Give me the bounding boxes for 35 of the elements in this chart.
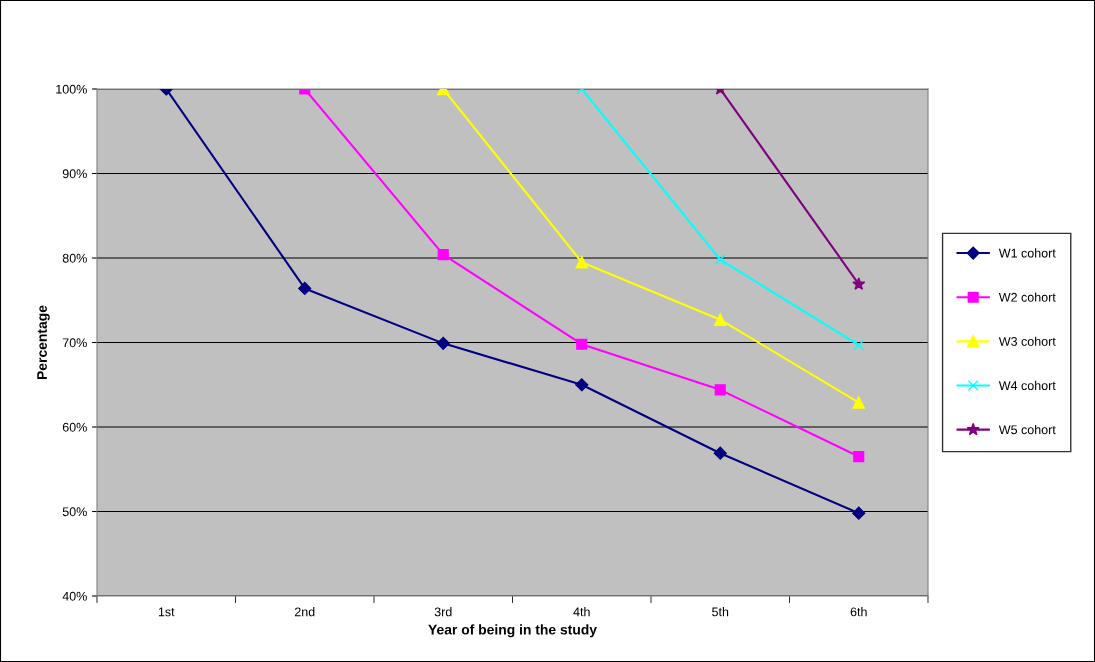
point: [298, 281, 312, 296]
point: [436, 336, 450, 350]
y-tick-label: 100%: [56, 84, 87, 94]
point: [714, 384, 726, 396]
x-tick-label: 1st: [158, 607, 175, 617]
y-tick-label: 80%: [62, 253, 87, 263]
x-tick-label: 6th: [850, 607, 867, 617]
x-tick-label: 2nd: [294, 607, 315, 617]
y-tick-label: 60%: [62, 422, 87, 432]
point: [852, 506, 866, 520]
point: [437, 249, 449, 261]
point: [714, 254, 726, 266]
point: [713, 313, 727, 326]
y-tick-label: 70%: [62, 338, 87, 348]
y-tick-label: 90%: [62, 169, 87, 179]
point: [853, 451, 865, 463]
point: [576, 338, 588, 350]
y-tick-label: 40%: [62, 591, 87, 601]
x-axis-title: Year of being in the study: [428, 624, 597, 638]
y-axis-title: Percentage: [37, 305, 50, 380]
legend-label: W2 cohort: [998, 292, 1056, 302]
point: [853, 339, 865, 351]
point: [575, 378, 589, 392]
x-tick-label: 4th: [573, 607, 590, 617]
y-tick-label: 50%: [62, 507, 87, 517]
legend-label: W4 cohort: [998, 380, 1056, 391]
legend-label: W3 cohort: [998, 336, 1056, 346]
point: [852, 277, 866, 290]
legend-label: W1 cohort: [998, 248, 1056, 258]
x-tick-label: 3rd: [434, 607, 452, 617]
point: [713, 446, 727, 460]
point: [852, 396, 866, 409]
x-tick-label: 5th: [712, 607, 729, 617]
point: [575, 255, 589, 269]
legend-label: W5 cohort: [998, 424, 1056, 435]
